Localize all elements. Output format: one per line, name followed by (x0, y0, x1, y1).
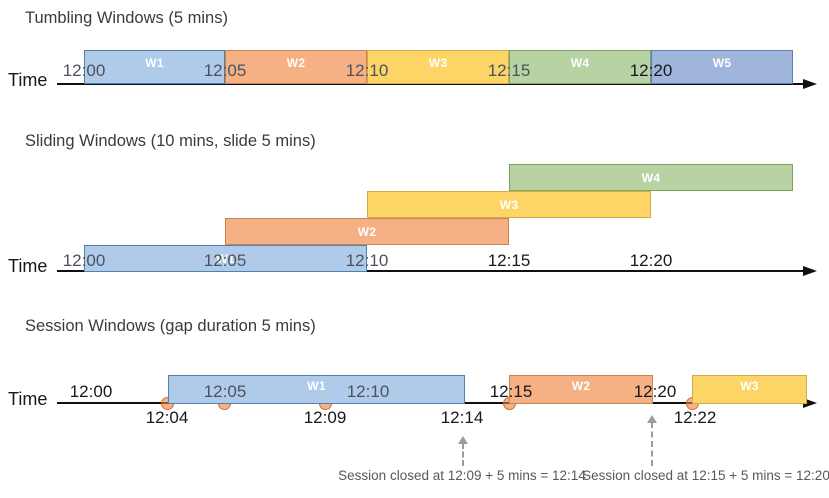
tick-label: 12:05 (203, 251, 247, 270)
window-bar-w3: W3 (367, 191, 651, 218)
window-bar-label: W2 (286, 56, 306, 70)
window-bar-w1: W1 (84, 50, 225, 84)
window-bar-label: W1 (307, 379, 326, 393)
tick-label: 12:00 (69, 382, 113, 401)
event-time-label: 12:22 (673, 408, 717, 427)
window-bar-label: W4 (641, 170, 661, 185)
tick-label: 12:20 (629, 61, 673, 80)
tick-label: 12:15 (487, 61, 531, 80)
timeline-arrowhead (803, 398, 817, 408)
session-close-arrow-head (458, 436, 468, 444)
timeline-arrowhead (803, 79, 817, 89)
tick-label: 12:20 (633, 382, 677, 401)
event-time-label: 12:09 (303, 408, 347, 427)
section-title-tumbling-windows: Tumbling Windows (5 mins) (25, 9, 228, 27)
window-bar-w4: W4 (509, 50, 651, 84)
tick-label: 12:10 (345, 251, 389, 270)
session-close-note: Session closed at 12:09 + 5 mins = 12:14 (338, 468, 586, 483)
time-axis-label-tumbling: Time (8, 70, 48, 90)
window-bar-w4: W4 (509, 164, 793, 191)
window-bar-label: W2 (571, 379, 591, 393)
window-bar-w5: W5 (651, 50, 793, 84)
session-close-arrow-head (647, 415, 657, 423)
window-bar-w2: W2 (509, 375, 653, 404)
window-bar-w1: W1 (84, 245, 367, 272)
window-bar-label: W3 (499, 197, 519, 212)
session-close-arrow-line (462, 443, 464, 466)
window-bar-w2: W2 (225, 50, 367, 84)
tick-label: 12:00 (62, 61, 106, 80)
time-axis-label-session: Time (8, 389, 48, 409)
window-bar-label: W1 (216, 251, 235, 266)
tick-label: 12:10 (345, 61, 389, 80)
time-axis-label-sliding: Time (8, 256, 48, 276)
tick-label: 12:05 (203, 61, 247, 80)
window-bar-label: W2 (357, 224, 377, 239)
window-bar-w3: W3 (367, 50, 509, 84)
window-bar-w1: W1 (168, 375, 465, 404)
timeline-arrowhead (803, 266, 817, 276)
session-close-note: Session closed at 12:15 + 5 mins = 12:20 (582, 468, 829, 483)
window-bar-label: W4 (570, 56, 590, 70)
tick-label: 12:20 (629, 251, 673, 270)
tick-label: 12:10 (346, 382, 390, 401)
event-time-label: 12:14 (440, 408, 484, 427)
event-time-label: 12:04 (145, 408, 189, 427)
tick-label: 12:15 (487, 251, 531, 270)
window-bar-label: W3 (740, 379, 759, 393)
window-bar-label: W1 (145, 56, 164, 70)
tick-label: 12:05 (203, 382, 247, 401)
window-bar-label: W5 (712, 56, 732, 70)
session-close-arrow-line (651, 422, 653, 466)
section-title-sliding-windows: Sliding Windows (10 mins, slide 5 mins) (25, 132, 316, 150)
window-bar-w3: W3 (692, 375, 807, 404)
section-title-session-windows: Session Windows (gap duration 5 mins) (25, 317, 316, 335)
timeline (57, 83, 805, 85)
timeline (57, 270, 805, 272)
window-bar-w2: W2 (225, 218, 509, 245)
window-bar-label: W3 (428, 56, 448, 70)
tick-label: 12:00 (62, 251, 106, 270)
tick-label: 12:15 (489, 382, 533, 401)
